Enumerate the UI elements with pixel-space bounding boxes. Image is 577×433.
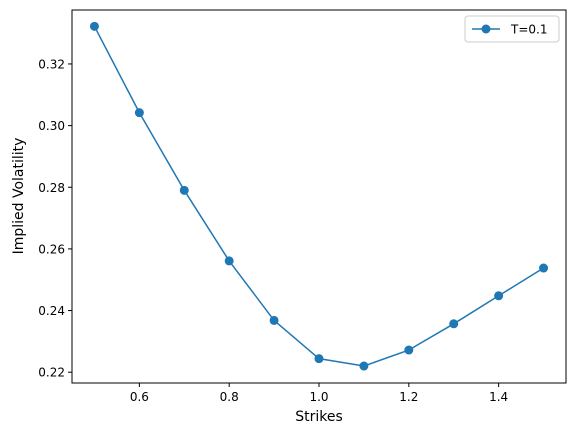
x-axis-label: Strikes [295, 409, 343, 425]
x-tick-label: 0.8 [220, 390, 239, 404]
data-point [224, 256, 234, 266]
data-point [269, 315, 279, 325]
legend-label: T=0.1 [510, 23, 547, 37]
x-tick-label: 0.6 [130, 390, 149, 404]
y-tick-label: 0.30 [38, 119, 65, 133]
legend: T=0.1 [464, 15, 560, 43]
x-tick-label: 1.2 [399, 390, 418, 404]
y-axis-label: Implied Volatility [11, 138, 27, 255]
series-layer [89, 21, 549, 371]
x-axis: 0.6 0.8 1.0 1.2 1.4 [130, 383, 508, 404]
y-axis: 0.22 0.24 0.26 0.28 0.30 0.32 [38, 57, 72, 380]
data-point [179, 185, 189, 195]
data-point [89, 21, 99, 31]
data-point [494, 291, 504, 301]
legend-box [464, 15, 560, 43]
y-tick-label: 0.28 [38, 181, 65, 195]
data-point [404, 345, 414, 355]
y-tick-label: 0.32 [38, 57, 65, 71]
y-tick-label: 0.22 [38, 366, 65, 380]
legend-point-marker [481, 24, 491, 34]
x-tick-label: 1.0 [309, 390, 328, 404]
y-tick-label: 0.26 [38, 242, 65, 256]
data-point [359, 361, 369, 371]
x-tick-label: 1.4 [489, 390, 508, 404]
data-point [449, 319, 459, 329]
data-point [134, 108, 144, 118]
data-point [539, 263, 549, 273]
y-tick-label: 0.24 [38, 304, 65, 318]
plot-area [72, 10, 566, 383]
data-point [314, 354, 324, 364]
